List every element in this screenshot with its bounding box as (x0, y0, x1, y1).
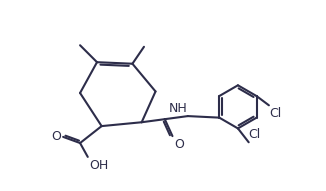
Text: O: O (174, 138, 184, 151)
Text: Cl: Cl (269, 107, 281, 120)
Text: NH: NH (169, 102, 187, 115)
Text: OH: OH (89, 159, 109, 172)
Text: O: O (52, 130, 62, 143)
Text: Cl: Cl (249, 128, 261, 141)
